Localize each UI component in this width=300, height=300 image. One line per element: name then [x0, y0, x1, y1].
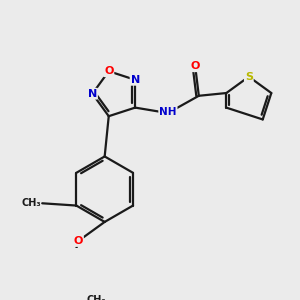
Text: CH₃: CH₃: [86, 295, 106, 300]
Text: O: O: [104, 66, 113, 76]
Text: N: N: [88, 89, 97, 99]
Text: S: S: [245, 72, 253, 82]
Text: NH: NH: [159, 107, 177, 117]
Text: CH₃: CH₃: [22, 198, 41, 208]
Text: O: O: [74, 236, 83, 246]
Text: N: N: [130, 75, 140, 85]
Text: O: O: [190, 61, 200, 71]
